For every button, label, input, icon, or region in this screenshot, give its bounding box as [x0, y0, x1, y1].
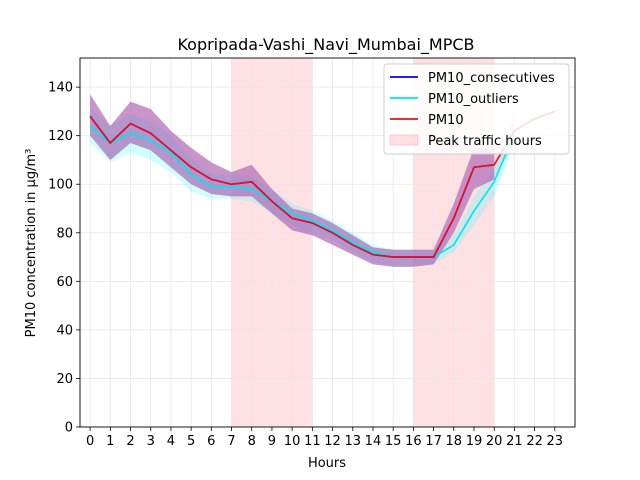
x-tick-label: 14: [365, 434, 382, 449]
x-tick-label: 22: [526, 434, 543, 449]
x-tick-label: 12: [324, 434, 341, 449]
x-tick-label: 7: [227, 434, 235, 449]
x-tick-label: 17: [425, 434, 442, 449]
x-tick-label: 16: [405, 434, 422, 449]
line-pm10: [89, 110, 556, 258]
x-axis-label: Hours: [308, 456, 346, 471]
x-tick-label: 18: [446, 434, 463, 449]
x-tick-label: 15: [385, 434, 402, 449]
legend-label-2: PM10: [428, 113, 464, 128]
x-tick-label: 5: [187, 434, 195, 449]
legend-label-1: PM10_outliers: [428, 92, 519, 107]
x-tick-label: 6: [207, 434, 215, 449]
legend-patch-3: [389, 134, 419, 146]
x-tick-label: 10: [284, 434, 301, 449]
y-tick-label: 40: [56, 323, 73, 338]
y-tick-label: 20: [56, 372, 73, 387]
y-tick-label: 60: [56, 275, 73, 290]
legend-label-3: Peak traffic hours: [428, 134, 542, 149]
band-pm10-consecutives: [90, 94, 495, 267]
y-tick-label: 80: [56, 226, 73, 241]
legend: PM10_consecutives PM10_outliers PM10 Peak t…: [383, 63, 570, 155]
x-tick-label: 11: [304, 434, 321, 449]
y-tick-label: 120: [48, 129, 73, 144]
y-tick-label: 100: [48, 178, 73, 193]
x-tick-label: 13: [344, 434, 361, 449]
x-tick-label: 20: [486, 434, 503, 449]
x-tick-label: 3: [147, 434, 155, 449]
legend-box: [383, 63, 570, 155]
x-tick-label: 21: [506, 434, 523, 449]
y-tick-label: 140: [48, 81, 73, 96]
y-axis-label: PM10 concentration in µg/m³: [24, 149, 39, 338]
x-tick-label: 4: [167, 434, 175, 449]
x-tick-label: 8: [248, 434, 256, 449]
axes-frame: [79, 57, 576, 428]
x-tick-label: 19: [466, 434, 483, 449]
y-tick-label: 0: [65, 421, 73, 436]
x-tick-label: 23: [547, 434, 564, 449]
x-tick-label: 2: [126, 434, 134, 449]
x-tick-label: 9: [268, 434, 276, 449]
chart-title: Kopripada-Vashi_Navi_Mumbai_MPCB: [177, 35, 474, 55]
x-tick-label: 1: [106, 434, 114, 449]
x-tick-label: 0: [86, 434, 94, 449]
line-pm10-outliers: [89, 125, 516, 258]
legend-label-0: PM10_consecutives: [428, 71, 555, 86]
